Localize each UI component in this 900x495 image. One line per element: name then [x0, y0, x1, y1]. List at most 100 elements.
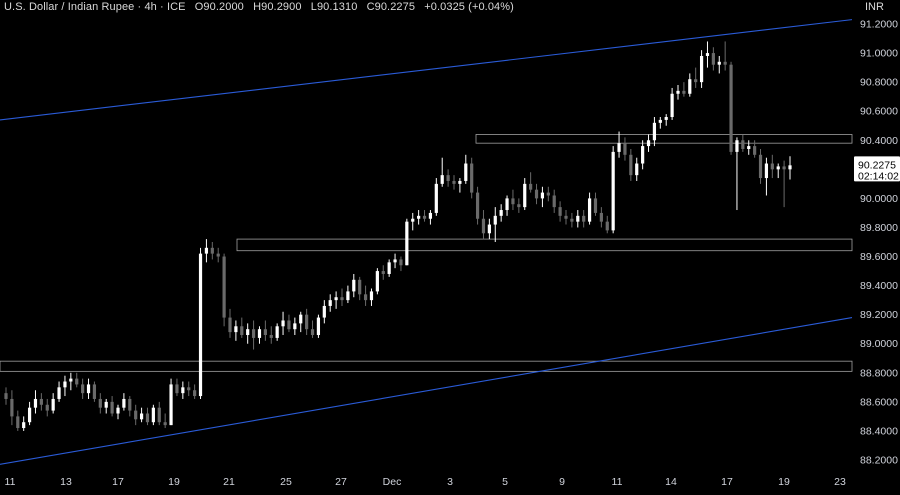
candle-body: [646, 140, 651, 147]
candle-body: [682, 90, 686, 94]
last-price-tag: [854, 156, 900, 182]
x-tick-label: 13: [60, 476, 72, 488]
candle-body: [222, 256, 226, 318]
candle-body: [428, 212, 433, 219]
candle: [63, 375, 67, 397]
candle: [92, 381, 97, 402]
candle: [393, 253, 397, 269]
candle: [470, 157, 474, 199]
candle-body: [599, 212, 603, 222]
currency-label: INR: [865, 1, 884, 13]
candle: [281, 311, 285, 336]
candle-body: [705, 53, 710, 56]
candle: [422, 210, 427, 222]
candle: [104, 398, 108, 414]
candle-body: [440, 175, 444, 184]
x-tick-label: 21: [223, 476, 235, 488]
candle-body: [193, 390, 197, 397]
candle-body: [699, 55, 704, 83]
candle-body: [729, 64, 733, 152]
candle: [228, 308, 232, 338]
candle: [682, 82, 686, 97]
candle: [358, 276, 362, 301]
candle: [523, 178, 527, 211]
candle: [316, 314, 321, 338]
candle: [741, 134, 745, 152]
candle: [611, 146, 615, 234]
candle-body: [735, 140, 739, 152]
x-tick-label: Dec: [383, 476, 402, 488]
candle-body: [104, 401, 108, 408]
candle-body: [741, 140, 745, 149]
candle: [517, 198, 521, 213]
candle-body: [234, 326, 238, 333]
candle-body: [717, 61, 721, 65]
candle: [658, 117, 662, 129]
candle-body: [145, 413, 150, 423]
y-tick-label: 90.8000: [860, 77, 898, 89]
candle-body: [611, 151, 615, 231]
candle: [475, 186, 480, 225]
candle-body: [10, 398, 14, 417]
zone-2: [236, 238, 853, 252]
candle: [352, 273, 356, 298]
candle-body: [163, 422, 167, 426]
candle-body: [534, 189, 539, 199]
candle: [122, 393, 126, 411]
price-change: +0.0325 (+0.04%): [424, 1, 514, 13]
candle: [163, 413, 167, 429]
trendlines-layer: [0, 19, 853, 465]
candle: [505, 195, 509, 216]
candle-body: [269, 335, 273, 338]
candle: [688, 73, 692, 97]
candle: [593, 192, 598, 216]
candle-body: [98, 398, 102, 408]
candle: [782, 160, 786, 208]
candle-body: [116, 407, 120, 414]
candle: [139, 407, 144, 423]
candle: [98, 393, 102, 414]
candle-body: [711, 53, 715, 65]
candle: [699, 50, 704, 88]
candle-body: [263, 329, 267, 336]
candle-body: [22, 422, 26, 429]
candle: [86, 378, 91, 399]
candle: [564, 210, 568, 225]
candle: [405, 218, 409, 266]
trendline-1: [0, 19, 853, 121]
candle: [711, 47, 715, 71]
candle-body: [110, 401, 114, 414]
candle: [340, 288, 344, 306]
candle: [529, 172, 533, 193]
candle-body: [511, 198, 515, 205]
candle: [511, 189, 515, 211]
candle: [411, 212, 415, 231]
candle: [705, 41, 710, 68]
candle: [204, 239, 209, 263]
candle: [776, 163, 780, 179]
y-tick-label: 91.0000: [860, 48, 898, 60]
ohlc-high: H90.2900: [253, 1, 302, 13]
candle: [151, 404, 155, 426]
candle: [251, 320, 256, 350]
candle: [758, 148, 763, 184]
candle-body: [529, 183, 533, 190]
candle-body: [281, 320, 285, 327]
candle-body: [181, 387, 185, 394]
y-tick-label: 90.6000: [860, 106, 898, 118]
candle: [747, 140, 751, 155]
candle: [540, 186, 545, 208]
candle: [128, 396, 132, 417]
candle-body: [358, 279, 362, 295]
candle: [599, 207, 603, 228]
candle: [81, 378, 85, 399]
candle-body: [228, 317, 232, 333]
x-tick-label: 19: [778, 476, 790, 488]
candle-body: [75, 378, 79, 385]
candle: [646, 134, 651, 152]
x-tick-label: 9: [559, 476, 565, 488]
candle-body: [363, 294, 368, 301]
y-tick-label: 91.2000: [860, 19, 898, 31]
